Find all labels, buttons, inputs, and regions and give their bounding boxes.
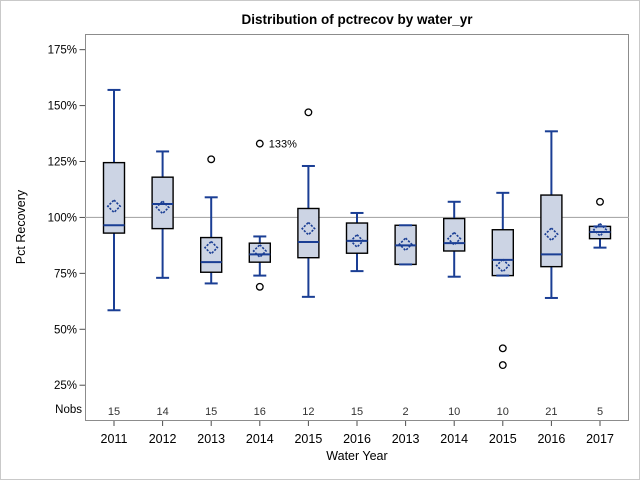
box-iqr — [540, 194, 563, 268]
box-iqr — [151, 176, 174, 230]
x-tick-label: 2011 — [101, 432, 128, 446]
outlier-point — [498, 361, 507, 370]
mean-diamond — [446, 231, 462, 247]
outlier-point — [304, 108, 313, 117]
x-tick-label: 2016 — [537, 432, 565, 446]
box-iqr — [297, 207, 320, 259]
nobs-value: 21 — [545, 406, 557, 418]
mean-diamond — [398, 236, 413, 252]
mean-diamond — [155, 200, 170, 215]
y-tick-label: 100% — [48, 212, 77, 224]
outlier-point — [207, 155, 216, 164]
outlier-point — [498, 344, 507, 353]
outlier-point — [255, 282, 264, 291]
mean-diamond — [544, 226, 559, 242]
box-iqr — [443, 217, 466, 252]
nobs-value: 16 — [254, 406, 266, 418]
mean-diamond — [592, 222, 608, 238]
x-tick-label: 2013 — [197, 432, 225, 446]
outlier-annotation: 133% — [269, 139, 297, 151]
nobs-value: 14 — [156, 406, 168, 418]
mean-diamond — [349, 233, 365, 249]
box-iqr — [248, 242, 272, 263]
x-tick-label: 2016 — [343, 432, 371, 446]
nobs-value: 10 — [497, 406, 509, 418]
box-iqr — [491, 229, 514, 277]
mean-diamond — [106, 198, 122, 214]
y-tick-label: 150% — [48, 101, 77, 113]
x-tick-label: 2012 — [149, 432, 177, 446]
nobs-row-label: Nobs — [55, 404, 82, 416]
mean-diamond — [495, 258, 511, 273]
nobs-value: 10 — [448, 406, 460, 418]
x-tick-label: 2014 — [440, 432, 468, 446]
y-tick-label: 25% — [54, 380, 77, 392]
y-axis-label: Pct Recovery — [14, 189, 28, 265]
x-tick-label: 2015 — [489, 432, 517, 446]
x-tick-label: 2017 — [586, 432, 614, 446]
y-tick-label: 50% — [54, 324, 77, 336]
box-iqr — [345, 222, 369, 254]
x-tick-label: 2013 — [392, 432, 420, 446]
x-tick-label: 2014 — [246, 432, 274, 446]
nobs-value: 12 — [302, 406, 314, 418]
box-iqr — [102, 161, 126, 234]
x-axis-label: Water Year — [326, 449, 388, 463]
y-tick-label: 175% — [48, 45, 77, 57]
mean-diamond — [301, 221, 316, 236]
nobs-value: 15 — [205, 406, 217, 418]
outlier-point — [255, 139, 264, 148]
mean-diamond — [252, 243, 268, 259]
mean-diamond — [203, 240, 219, 255]
box-iqr — [199, 236, 223, 273]
chart-title: Distribution of pctrecov by water_yr — [241, 12, 473, 27]
nobs-value: 5 — [597, 406, 603, 418]
y-tick-label: 125% — [48, 157, 77, 169]
nobs-value: 15 — [108, 406, 120, 418]
plot-frame — [85, 34, 629, 421]
nobs-value: 15 — [351, 406, 363, 418]
outlier-point — [596, 197, 604, 206]
y-tick-label: 75% — [54, 268, 77, 280]
nobs-value: 2 — [403, 406, 409, 418]
x-tick-label: 2015 — [294, 432, 322, 446]
